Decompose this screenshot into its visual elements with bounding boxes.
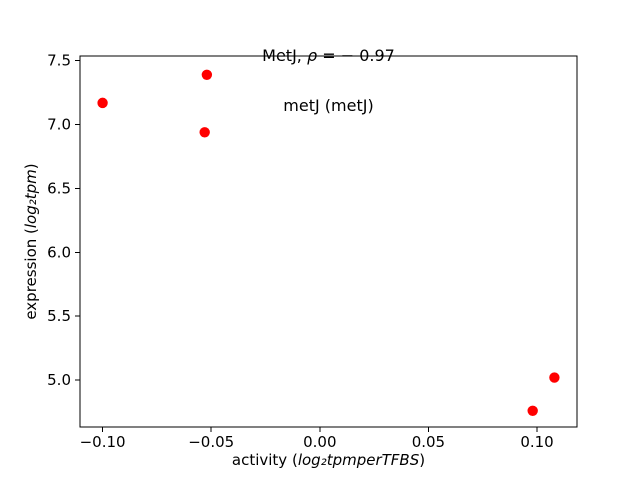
x-tick-label: −0.05 xyxy=(188,433,234,451)
data-point xyxy=(199,127,210,138)
x-axis-ticks: −0.10 −0.05 0.00 0.05 0.10 xyxy=(80,427,554,451)
data-point xyxy=(549,372,560,383)
y-axis-ticks: 5.0 5.5 6.0 6.5 7.0 7.5 xyxy=(47,52,80,389)
y-axis-label-suffix: ) xyxy=(22,163,40,170)
scatter-points xyxy=(97,69,560,416)
x-axis-label-prefix: activity ( xyxy=(231,451,298,469)
title-line-2: metJ (metJ) xyxy=(283,95,374,115)
y-axis-label-math: log₂tpm xyxy=(22,169,40,229)
axes-frame xyxy=(79,55,578,428)
y-tick-label: 6.5 xyxy=(47,179,71,197)
data-point xyxy=(201,69,213,80)
data-point xyxy=(97,97,108,109)
x-tick-label: 0.05 xyxy=(412,433,445,451)
x-axis-label-math: log₂tpmperTFBS xyxy=(297,451,420,469)
x-axis-label-suffix: ) xyxy=(419,451,426,469)
data-point xyxy=(527,405,538,416)
x-tick-label: −0.10 xyxy=(80,433,126,451)
y-tick-label: 5.5 xyxy=(47,307,71,325)
x-axis-label: activity (log₂tpmperTFBS) xyxy=(80,452,577,468)
x-tick-label: 0.10 xyxy=(520,433,553,451)
y-tick-label: 7.5 xyxy=(47,52,71,70)
y-tick-label: 6.0 xyxy=(47,243,71,261)
y-tick-label: 5.0 xyxy=(47,371,71,389)
y-axis-label-prefix: expression ( xyxy=(22,228,40,320)
y-tick-label: 7.0 xyxy=(47,116,71,134)
x-tick-label: 0.00 xyxy=(303,433,336,451)
y-axis-label: expression (log₂tpm) xyxy=(22,56,40,427)
